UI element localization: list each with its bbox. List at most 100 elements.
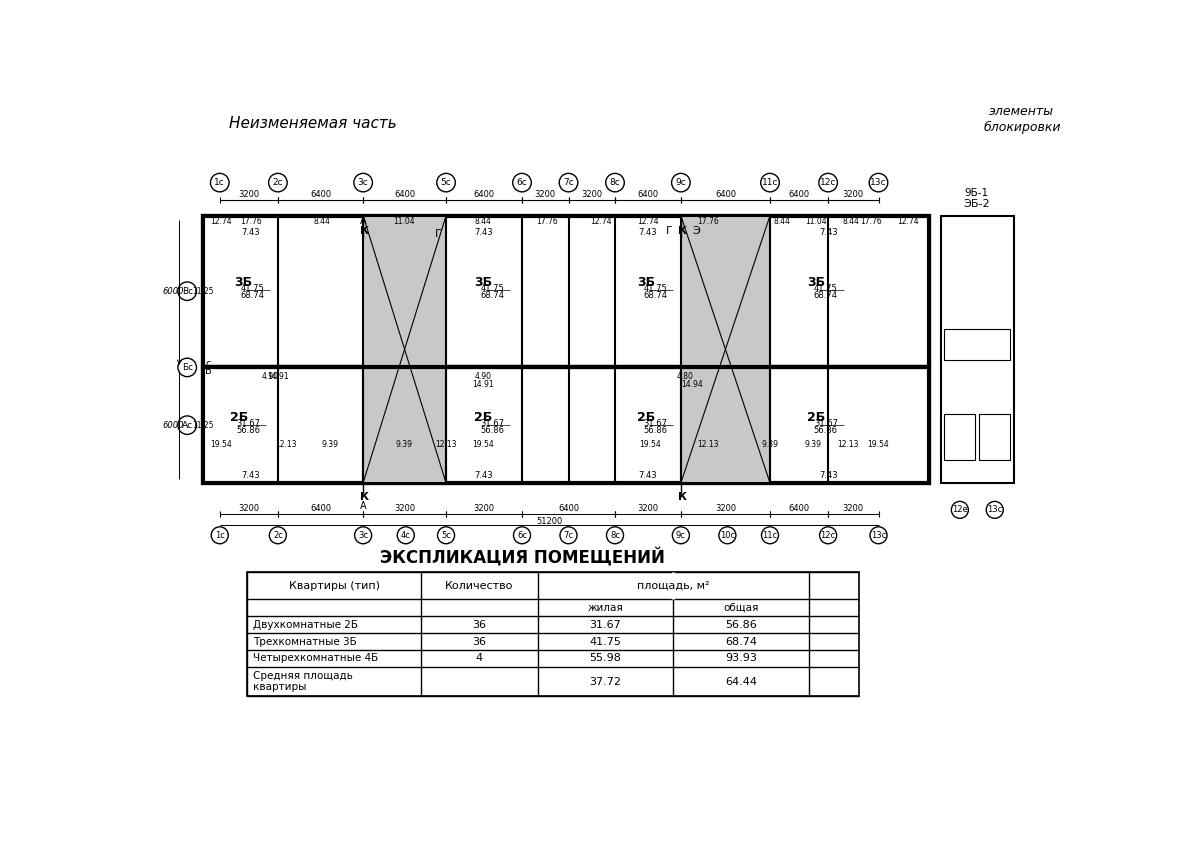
Circle shape — [818, 173, 838, 192]
Text: 3200: 3200 — [535, 191, 556, 199]
Text: 12.13: 12.13 — [275, 440, 296, 449]
Text: 3200: 3200 — [842, 504, 864, 513]
Text: 7.43: 7.43 — [474, 228, 492, 237]
Text: 2Б: 2Б — [474, 411, 492, 424]
Text: 17.76: 17.76 — [240, 217, 262, 226]
Text: 17.76: 17.76 — [536, 217, 558, 226]
Text: А: А — [360, 216, 366, 226]
Text: 12.13: 12.13 — [836, 440, 858, 449]
Text: 19.54: 19.54 — [640, 440, 661, 449]
Circle shape — [869, 173, 888, 192]
Text: 3200: 3200 — [581, 191, 602, 199]
Text: 7с: 7с — [564, 531, 574, 540]
Text: Квартиры (тип): Квартиры (тип) — [288, 581, 379, 591]
Text: 7.43: 7.43 — [638, 471, 656, 480]
Text: 12с: 12с — [821, 531, 835, 540]
Text: 7.43: 7.43 — [474, 471, 492, 480]
Text: 3200: 3200 — [239, 191, 259, 199]
Text: 56.86: 56.86 — [480, 426, 504, 435]
Text: 4: 4 — [476, 654, 482, 663]
Text: К: К — [678, 492, 686, 502]
Text: 41.75: 41.75 — [481, 284, 504, 293]
Text: 31.67: 31.67 — [480, 419, 504, 428]
Bar — [364, 227, 446, 367]
Text: ЭКСПЛИКАЦИЯ ПОМЕЩЕНИЙ: ЭКСПЛИКАЦИЯ ПОМЕЩЕНИЙ — [379, 547, 665, 566]
Text: 8.44: 8.44 — [842, 217, 860, 226]
Text: Двухкомнатные 2Б: Двухкомнатные 2Б — [253, 620, 358, 629]
Text: 3Б: 3Б — [474, 276, 492, 289]
Text: 14.94: 14.94 — [682, 380, 703, 389]
Text: 9.39: 9.39 — [322, 440, 338, 449]
Text: 10с: 10с — [720, 531, 734, 540]
Text: 68.74: 68.74 — [814, 291, 838, 300]
Text: 6400: 6400 — [558, 504, 580, 513]
Circle shape — [719, 527, 736, 544]
Circle shape — [178, 358, 197, 377]
Text: 4.90: 4.90 — [262, 372, 278, 381]
Bar — [203, 215, 929, 367]
Text: 4.90: 4.90 — [475, 372, 492, 381]
Text: 13с: 13с — [871, 531, 886, 540]
Text: 12.74: 12.74 — [210, 217, 232, 226]
Text: Г: Г — [434, 229, 442, 239]
Text: B: B — [205, 366, 211, 377]
Text: 19.54: 19.54 — [868, 440, 889, 449]
Text: 12.13: 12.13 — [697, 440, 719, 449]
Text: 2Б: 2Б — [230, 411, 248, 424]
Text: 31.67: 31.67 — [236, 419, 260, 428]
Text: 37.72: 37.72 — [589, 677, 622, 687]
Text: 64.44: 64.44 — [725, 677, 757, 687]
Text: 8с: 8с — [610, 531, 620, 540]
Bar — [680, 215, 770, 483]
Bar — [203, 367, 929, 483]
Circle shape — [354, 173, 372, 192]
Bar — [247, 572, 859, 696]
Circle shape — [512, 173, 532, 192]
Text: 56.86: 56.86 — [643, 426, 667, 435]
Text: 3с: 3с — [358, 178, 368, 187]
Bar — [203, 215, 929, 483]
Circle shape — [820, 527, 836, 544]
Text: Г: Г — [666, 226, 673, 236]
Text: 68.74: 68.74 — [643, 291, 667, 300]
Text: 9.39: 9.39 — [762, 440, 779, 449]
Text: 3200: 3200 — [842, 191, 864, 199]
Text: Трехкомнатные 3Б: Трехкомнатные 3Б — [253, 637, 356, 646]
Text: Э: Э — [692, 226, 701, 236]
Circle shape — [560, 527, 577, 544]
Text: К: К — [360, 226, 370, 236]
Text: Ас: Ас — [181, 421, 193, 430]
Text: 11.04: 11.04 — [394, 217, 415, 226]
Circle shape — [514, 527, 530, 544]
Text: 41.75: 41.75 — [589, 637, 622, 646]
Text: 14.91: 14.91 — [473, 380, 494, 389]
Text: 3200: 3200 — [637, 504, 659, 513]
Text: 55.98: 55.98 — [589, 654, 622, 663]
Text: 8.44: 8.44 — [313, 217, 330, 226]
Circle shape — [178, 282, 197, 300]
Text: 7.43: 7.43 — [241, 471, 260, 480]
Text: 6400: 6400 — [394, 191, 415, 199]
Circle shape — [178, 416, 197, 434]
Bar — [944, 329, 1010, 360]
Text: 8с: 8с — [610, 178, 620, 187]
Text: 36: 36 — [473, 620, 486, 629]
Bar — [944, 414, 976, 460]
Text: 56.86: 56.86 — [236, 426, 260, 435]
Text: 9.39: 9.39 — [396, 440, 413, 449]
Text: 6000: 6000 — [162, 287, 184, 296]
Circle shape — [870, 527, 887, 544]
Text: 9с: 9с — [676, 531, 686, 540]
Text: элементы
блокировки: элементы блокировки — [983, 105, 1061, 133]
Text: 6400: 6400 — [637, 191, 659, 199]
Text: 6400: 6400 — [715, 191, 736, 199]
Text: площадь, м²: площадь, м² — [637, 581, 709, 591]
Text: 6с: 6с — [517, 178, 527, 187]
Text: Количество: Количество — [445, 581, 514, 591]
Circle shape — [672, 173, 690, 192]
Text: 14.91: 14.91 — [268, 372, 289, 381]
Text: 12е: 12е — [952, 505, 967, 515]
Text: 41.75: 41.75 — [240, 284, 264, 293]
Text: 68.74: 68.74 — [240, 291, 264, 300]
Text: 68.74: 68.74 — [725, 637, 757, 646]
